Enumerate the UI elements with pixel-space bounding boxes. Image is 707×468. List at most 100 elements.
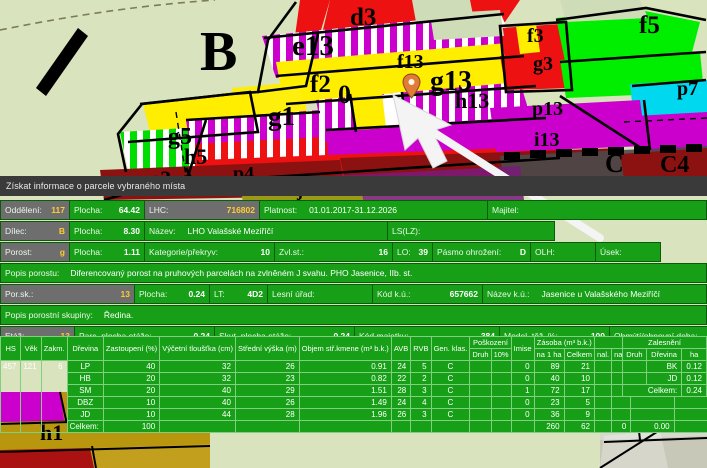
th-hs: HS (0, 336, 22, 361)
field-label: Kategorie/překryv: (149, 247, 218, 257)
map-label-h13: h13 (455, 88, 489, 113)
th-group-zalesneni: Zalesnění (622, 336, 707, 349)
cell-avb: 26 (390, 408, 412, 421)
cell-vyska: 23 (234, 372, 300, 385)
th-posk-10: 10% (490, 348, 512, 361)
cell-total-zast: 100 (102, 420, 161, 433)
cell-zas-ha: 36 (533, 408, 565, 421)
cell-zas-celkem: 10 (563, 372, 596, 385)
cell-vyska: 29 (234, 384, 300, 397)
cell-gen: C (430, 396, 471, 409)
cell-posk-druh (469, 396, 492, 409)
cell-zal-total-label: Celkem: (621, 384, 683, 397)
cell-zas-ha: 89 (533, 360, 565, 373)
cell-total-label: Celkem: (66, 420, 104, 433)
zalesneni-row[interactable]: JD 0.12 (622, 372, 707, 385)
th-tloustka: Výčetní tloušťka (cm) (159, 336, 236, 361)
cell-total-tv-objem: 0 (673, 420, 707, 433)
field-pásmoohrožení: Pásmo ohrožení: D (433, 242, 531, 262)
cell-imise: 1 (510, 384, 535, 397)
table-body[interactable]: 4571216LP4032260.91245C08921021HB2032230… (0, 360, 707, 433)
cell-total-gen (430, 420, 471, 433)
cell-posk-10 (490, 396, 512, 409)
cell-tv-nal (593, 372, 613, 385)
cell-tloustka: 40 (159, 396, 236, 409)
map-label-p7: p7 (677, 78, 698, 100)
field-value: 39 (418, 247, 428, 257)
parcel-info-panel: Získat informace o parcele vybraného mís… (0, 176, 707, 468)
zalesneni-row[interactable]: BK 0.12 (622, 360, 707, 373)
cell-objem: 1.49 (298, 396, 392, 409)
cell-zast: 10 (102, 396, 161, 409)
th-rvb: RVB (410, 336, 432, 361)
map-label-i13: i13 (534, 129, 560, 151)
cell-posk-10 (490, 384, 512, 397)
field-plocha: Plocha: 0.24 (135, 284, 210, 304)
zalesneni-body[interactable]: BK 0.12 JD 0.12 Celkem: 0.24 (621, 360, 707, 397)
field-value: 4D2 (247, 289, 263, 299)
th-objem-kmene: Objem stř.kmene (m³ b.k.) (298, 336, 392, 361)
field-label: Plocha: (74, 247, 103, 257)
cell-posk-10 (490, 360, 512, 373)
th-zakm: Zakm. (40, 336, 68, 361)
field-value: LHO Valašské Meziříčí (187, 226, 274, 236)
field-value: 16 (378, 247, 388, 257)
cell-rvb: 5 (410, 360, 432, 373)
map-label-d3: d3 (350, 4, 376, 31)
field-label: Plocha: (139, 289, 168, 299)
cell-zas-celkem: 5 (563, 396, 596, 409)
field-olh: OLH: (531, 242, 596, 262)
field-label: Kód k.ú.: (377, 289, 411, 299)
zalesneni-table[interactable]: Zalesnění Druh Dřevina ha BK 0.12 JD 0.12 Ce… (621, 336, 707, 397)
field-value: 117 (51, 205, 65, 215)
cell-zal-total-ha: 0.24 (681, 384, 707, 397)
field-value: Jasenice u Valašského Meziříčí (541, 289, 660, 299)
description-label: Popis porostu: (5, 268, 60, 278)
map-label-f3: f3 (527, 25, 544, 47)
cell-vyska: 28 (234, 408, 300, 421)
map-label-f5: f5 (639, 12, 660, 39)
cell-tloustka: 32 (159, 360, 236, 373)
cell-tv-nas (611, 408, 632, 421)
cell-objem: 0.82 (298, 372, 392, 385)
cell-rvb: 4 (410, 396, 432, 409)
field-plocha: Plocha: 64.42 (70, 200, 145, 220)
info-row4: Por.sk.: 13 Plocha: 0.24 LT: 4D2 Lesní úřad: Kó… (0, 284, 707, 304)
stand-composition-table[interactable]: HS Věk Zakm. Dřevina Zastoupení (%) Výče… (0, 336, 707, 433)
cell-total-tv-plocha: 0.00 (630, 420, 675, 433)
field-plocha: Plocha: 1.11 (70, 242, 145, 262)
cell-zal-druh (622, 360, 647, 373)
field-value: 657662 (449, 289, 478, 299)
field-zvlst: Zvl.st.: 16 (275, 242, 393, 262)
cell-zas-celkem: 17 (563, 384, 596, 397)
field-label: Plocha: (74, 205, 103, 215)
field-value: 13 (120, 289, 130, 299)
map-label-0: 0 (338, 80, 351, 109)
field-label: Porost: (5, 247, 32, 257)
description-desc-porost: Popis porostu: Diferencovaný porost na pr… (0, 263, 707, 283)
cell-total-rvb (410, 420, 432, 433)
field-lo: LO: 39 (393, 242, 433, 262)
description-label: Popis porostní skupiny: (5, 310, 93, 320)
cell-objem: 0.91 (298, 360, 392, 373)
field-label: Platnost: (264, 205, 298, 215)
cell-imise: 0 (510, 396, 535, 409)
cell-hs: 457 (0, 360, 22, 433)
field-kdkú: Kód k.ú.: 657662 (373, 284, 483, 304)
description-desc-skupina: Popis porostní skupiny: Ředina. (0, 305, 707, 325)
th-zal-drevina: Dřevina (645, 348, 683, 361)
field-lesníúřad: Lesní úřad: (268, 284, 373, 304)
th-posk-druh: Druh (469, 348, 492, 361)
zalesneni-total-row: Celkem: 0.24 (621, 384, 707, 397)
field-label: Oddělení: (5, 205, 42, 215)
th-zal-ha: ha (681, 348, 707, 361)
field-majitel: Majitel: (488, 200, 707, 220)
cell-zast: 20 (102, 384, 161, 397)
